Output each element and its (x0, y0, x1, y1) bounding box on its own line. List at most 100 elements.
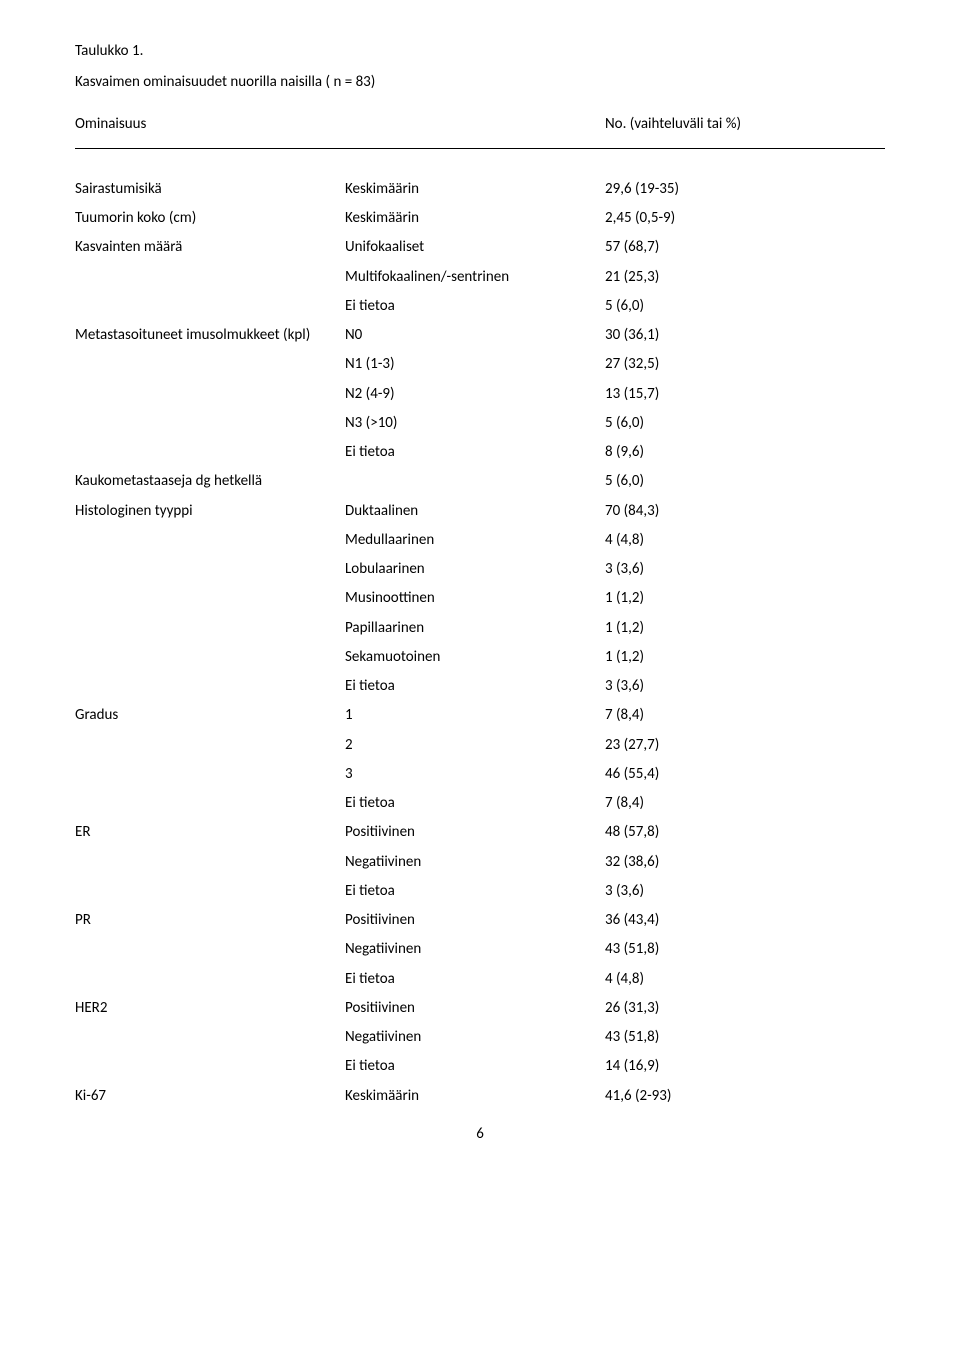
table-row: Negatiivinen43 (51,8) (75, 1023, 885, 1052)
row-category: Ei tietoa (345, 789, 605, 818)
row-value: 23 (27,7) (605, 731, 885, 760)
table-row: N2 (4-9)13 (15,7) (75, 380, 885, 409)
table-row: 346 (55,4) (75, 760, 885, 789)
row-value: 3 (3,6) (605, 877, 885, 906)
table-row: Metastasoituneet imusolmukkeet (kpl)N030… (75, 321, 885, 350)
row-property: Histologinen tyyppi (75, 497, 345, 526)
row-value: 1 (1,2) (605, 584, 885, 613)
row-property (75, 263, 345, 292)
row-value: 41,6 (2-93) (605, 1082, 885, 1111)
row-property (75, 789, 345, 818)
row-category: Papillaarinen (345, 614, 605, 643)
table-row: Ei tietoa4 (4,8) (75, 965, 885, 994)
table-row: Negatiivinen32 (38,6) (75, 848, 885, 877)
row-category: Negatiivinen (345, 1023, 605, 1052)
row-property: Metastasoituneet imusolmukkeet (kpl) (75, 321, 345, 350)
row-value: 57 (68,7) (605, 233, 885, 262)
row-property (75, 438, 345, 467)
table-row: Musinoottinen1 (1,2) (75, 584, 885, 613)
row-property (75, 584, 345, 613)
row-property: PR (75, 906, 345, 935)
header-ominaisuus: Ominaisuus (75, 113, 345, 136)
row-category: Keskimäärin (345, 204, 605, 233)
table-row: Ei tietoa3 (3,6) (75, 877, 885, 906)
table-row: Medullaarinen4 (4,8) (75, 526, 885, 555)
row-property (75, 848, 345, 877)
table-row: Multifokaalinen/-sentrinen21 (25,3) (75, 263, 885, 292)
table-row: Kaukometastaaseja dg hetkellä5 (6,0) (75, 467, 885, 496)
row-value: 70 (84,3) (605, 497, 885, 526)
row-property: Gradus (75, 701, 345, 730)
row-property (75, 643, 345, 672)
row-category: Duktaalinen (345, 497, 605, 526)
table-row: Kasvainten määräUnifokaaliset57 (68,7) (75, 233, 885, 262)
row-value: 36 (43,4) (605, 906, 885, 935)
row-property (75, 380, 345, 409)
row-category: N2 (4-9) (345, 380, 605, 409)
row-category: Ei tietoa (345, 438, 605, 467)
row-property (75, 409, 345, 438)
header-spacer (345, 113, 605, 136)
row-category: 2 (345, 731, 605, 760)
row-value: 5 (6,0) (605, 467, 885, 496)
table-row: Ei tietoa3 (3,6) (75, 672, 885, 701)
table-row: Lobulaarinen3 (3,6) (75, 555, 885, 584)
row-value: 7 (8,4) (605, 789, 885, 818)
row-category (345, 467, 605, 496)
table-row: 223 (27,7) (75, 731, 885, 760)
table-row: PRPositiivinen36 (43,4) (75, 906, 885, 935)
row-property (75, 350, 345, 379)
row-value: 46 (55,4) (605, 760, 885, 789)
row-value: 1 (1,2) (605, 643, 885, 672)
row-category: N1 (1-3) (345, 350, 605, 379)
row-category: Positiivinen (345, 906, 605, 935)
row-value: 32 (38,6) (605, 848, 885, 877)
row-category: Multifokaalinen/-sentrinen (345, 263, 605, 292)
row-value: 2,45 (0,5-9) (605, 204, 885, 233)
table-row: Papillaarinen1 (1,2) (75, 614, 885, 643)
row-category: 3 (345, 760, 605, 789)
table-row: Ei tietoa14 (16,9) (75, 1052, 885, 1081)
table-row: N3 (>10)5 (6,0) (75, 409, 885, 438)
row-property: ER (75, 818, 345, 847)
row-category: Lobulaarinen (345, 555, 605, 584)
table-row: Histologinen tyyppiDuktaalinen70 (84,3) (75, 497, 885, 526)
row-category: Ei tietoa (345, 1052, 605, 1081)
table-row: HER2Positiivinen26 (31,3) (75, 994, 885, 1023)
table-row: SairastumisikäKeskimäärin29,6 (19-35) (75, 175, 885, 204)
row-value: 3 (3,6) (605, 672, 885, 701)
row-value: 29,6 (19-35) (605, 175, 885, 204)
row-value: 30 (36,1) (605, 321, 885, 350)
row-category: Medullaarinen (345, 526, 605, 555)
row-category: Ei tietoa (345, 877, 605, 906)
row-category: Unifokaaliset (345, 233, 605, 262)
row-value: 48 (57,8) (605, 818, 885, 847)
row-property (75, 965, 345, 994)
row-category: Ei tietoa (345, 965, 605, 994)
row-value: 5 (6,0) (605, 292, 885, 321)
row-property: HER2 (75, 994, 345, 1023)
row-value: 14 (16,9) (605, 1052, 885, 1081)
table-row: Negatiivinen43 (51,8) (75, 935, 885, 964)
table-subtitle: Kasvaimen ominaisuudet nuorilla naisilla… (75, 71, 885, 94)
row-category: Keskimäärin (345, 175, 605, 204)
row-property (75, 1023, 345, 1052)
row-property (75, 877, 345, 906)
row-category: Positiivinen (345, 994, 605, 1023)
table-row: Ki-67Keskimäärin41,6 (2-93) (75, 1082, 885, 1111)
row-property: Sairastumisikä (75, 175, 345, 204)
row-value: 21 (25,3) (605, 263, 885, 292)
row-property (75, 555, 345, 584)
row-property: Ki-67 (75, 1082, 345, 1111)
page-number: 6 (75, 1123, 885, 1146)
row-category: Negatiivinen (345, 935, 605, 964)
row-property (75, 935, 345, 964)
row-property (75, 526, 345, 555)
row-value: 27 (32,5) (605, 350, 885, 379)
table-row: Gradus17 (8,4) (75, 701, 885, 730)
row-value: 5 (6,0) (605, 409, 885, 438)
row-category: 1 (345, 701, 605, 730)
row-category: N0 (345, 321, 605, 350)
table-header-row: Ominaisuus No. (vaihteluväli tai %) (75, 113, 885, 142)
table-row: Tuumorin koko (cm)Keskimäärin2,45 (0,5-9… (75, 204, 885, 233)
